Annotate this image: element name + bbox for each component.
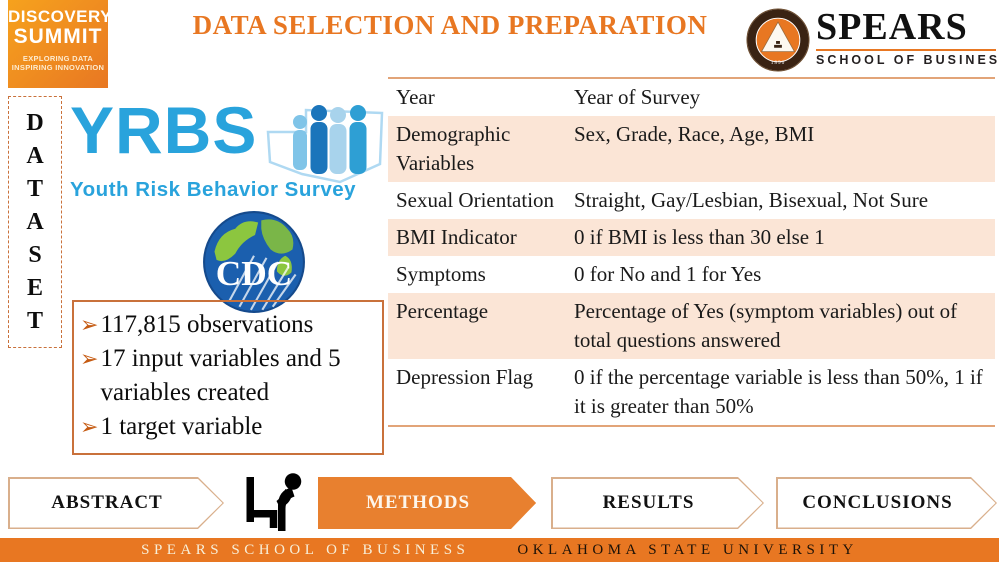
yrbs-people-icon (266, 105, 384, 184)
nav-label: METHODS (365, 492, 471, 513)
arrow-bullet-icon: ➢ (80, 346, 99, 371)
variable-name: Year (396, 85, 435, 109)
variable-name: Symptoms (396, 262, 486, 286)
variable-name: Demographic Variables (396, 122, 511, 175)
table-row: Demographic Variables Sex, Grade, Race, … (388, 116, 995, 182)
variable-name: Percentage (396, 299, 489, 323)
nav-label: RESULTS (602, 492, 695, 513)
fact-item: ➢ 117,815 observations (80, 308, 374, 342)
discovery-logo-tagline1: EXPLORING DATA (22, 54, 94, 63)
footer-strip: SPEARS SCHOOL OF BUSINESS OKLAHOMA STATE… (0, 538, 999, 562)
depressed-person-icon (246, 473, 302, 531)
spears-rule (816, 49, 996, 51)
cdc-logo-icon: CDC (203, 211, 305, 313)
nav-abstract[interactable]: ABSTRACT (8, 477, 224, 529)
variable-name: Depression Flag (396, 365, 534, 389)
yrbs-acronym: YRBS (70, 93, 258, 167)
spears-wordmark: SPEARS SCHOOL OF BUSINESS (816, 6, 999, 67)
dataset-letter: T (26, 175, 43, 202)
discovery-logo-line2: SUMMIT (13, 25, 103, 48)
discovery-summit-logo: DISCOVERY SUMMIT EXPLORING DATA INSPIRIN… (8, 0, 113, 88)
nav-results[interactable]: RESULTS (551, 477, 764, 529)
spears-name: SPEARS (816, 6, 968, 48)
variable-name: Sexual Orientation (396, 188, 555, 212)
discovery-logo-line1: DISCOVERY (8, 7, 113, 26)
dataset-letter: D (26, 109, 44, 136)
dataset-vertical-label: D A T A S E T (8, 96, 62, 348)
table-row: BMI Indicator 0 if BMI is less than 30 e… (388, 219, 995, 256)
osu-seal-icon: 1890 (746, 8, 810, 72)
yrbs-logo: YRBS Youth Risk Behavior Survey (66, 93, 388, 313)
seal-year: 1890 (771, 60, 786, 66)
footer-school: SPEARS SCHOOL OF BUSINESS (141, 541, 470, 558)
table-row: Sexual Orientation Straight, Gay/Lesbian… (388, 182, 995, 219)
table-row: Symptoms 0 for No and 1 for Yes (388, 256, 995, 293)
variable-description: Sex, Grade, Race, Age, BMI (574, 122, 815, 146)
variable-description: Straight, Gay/Lesbian, Bisexual, Not Sur… (574, 188, 929, 212)
fact-text: 17 input variables and 5 variables creat… (100, 345, 341, 406)
table-row: Percentage Percentage of Yes (symptom va… (388, 293, 995, 359)
nav-label: ABSTRACT (51, 492, 163, 513)
variable-description: Year of Survey (574, 85, 701, 109)
fact-item: ➢ 1 target variable (80, 410, 374, 444)
dataset-letter: S (28, 241, 42, 268)
page-title: DATA SELECTION AND PREPARATION (192, 10, 708, 40)
dataset-letter: A (26, 208, 44, 235)
variable-name: BMI Indicator (396, 225, 517, 249)
dataset-letter: E (26, 274, 43, 301)
variable-description: Percentage of Yes (symptom variables) ou… (574, 299, 958, 352)
variable-description: 0 for No and 1 for Yes (574, 262, 762, 286)
nav-label: CONCLUSIONS (802, 492, 953, 513)
fact-text: 1 target variable (100, 413, 263, 440)
spears-logo: 1890 SPEARS SCHOOL OF BUSINESS (744, 6, 999, 76)
spears-subtitle: SCHOOL OF BUSINESS (816, 53, 999, 67)
variable-description: 0 if the percentage variable is less tha… (574, 365, 983, 418)
table-row: Year Year of Survey (388, 79, 995, 116)
arrow-bullet-icon: ➢ (80, 414, 99, 439)
table-row: Depression Flag 0 if the percentage vari… (388, 359, 995, 425)
dataset-letter: A (26, 142, 44, 169)
nav-methods[interactable]: METHODS (318, 477, 536, 529)
cdc-text: CDC (216, 253, 293, 293)
discovery-logo-tagline2: INSPIRING INNOVATION (11, 63, 105, 72)
footer-university: OKLAHOMA STATE UNIVERSITY (517, 541, 858, 558)
fact-item: ➢ 17 input variables and 5 variables cre… (80, 342, 374, 410)
variables-table: Year Year of Survey Demographic Variable… (388, 77, 995, 427)
dataset-letter: T (26, 307, 43, 334)
variable-description: 0 if BMI is less than 30 else 1 (574, 225, 825, 249)
yrbs-subtitle: Youth Risk Behavior Survey (70, 178, 357, 201)
dataset-facts-box: ➢ 117,815 observations ➢ 17 input variab… (72, 300, 384, 455)
fact-text: 117,815 observations (100, 311, 314, 338)
nav-conclusions[interactable]: CONCLUSIONS (776, 477, 997, 529)
arrow-bullet-icon: ➢ (80, 312, 99, 337)
